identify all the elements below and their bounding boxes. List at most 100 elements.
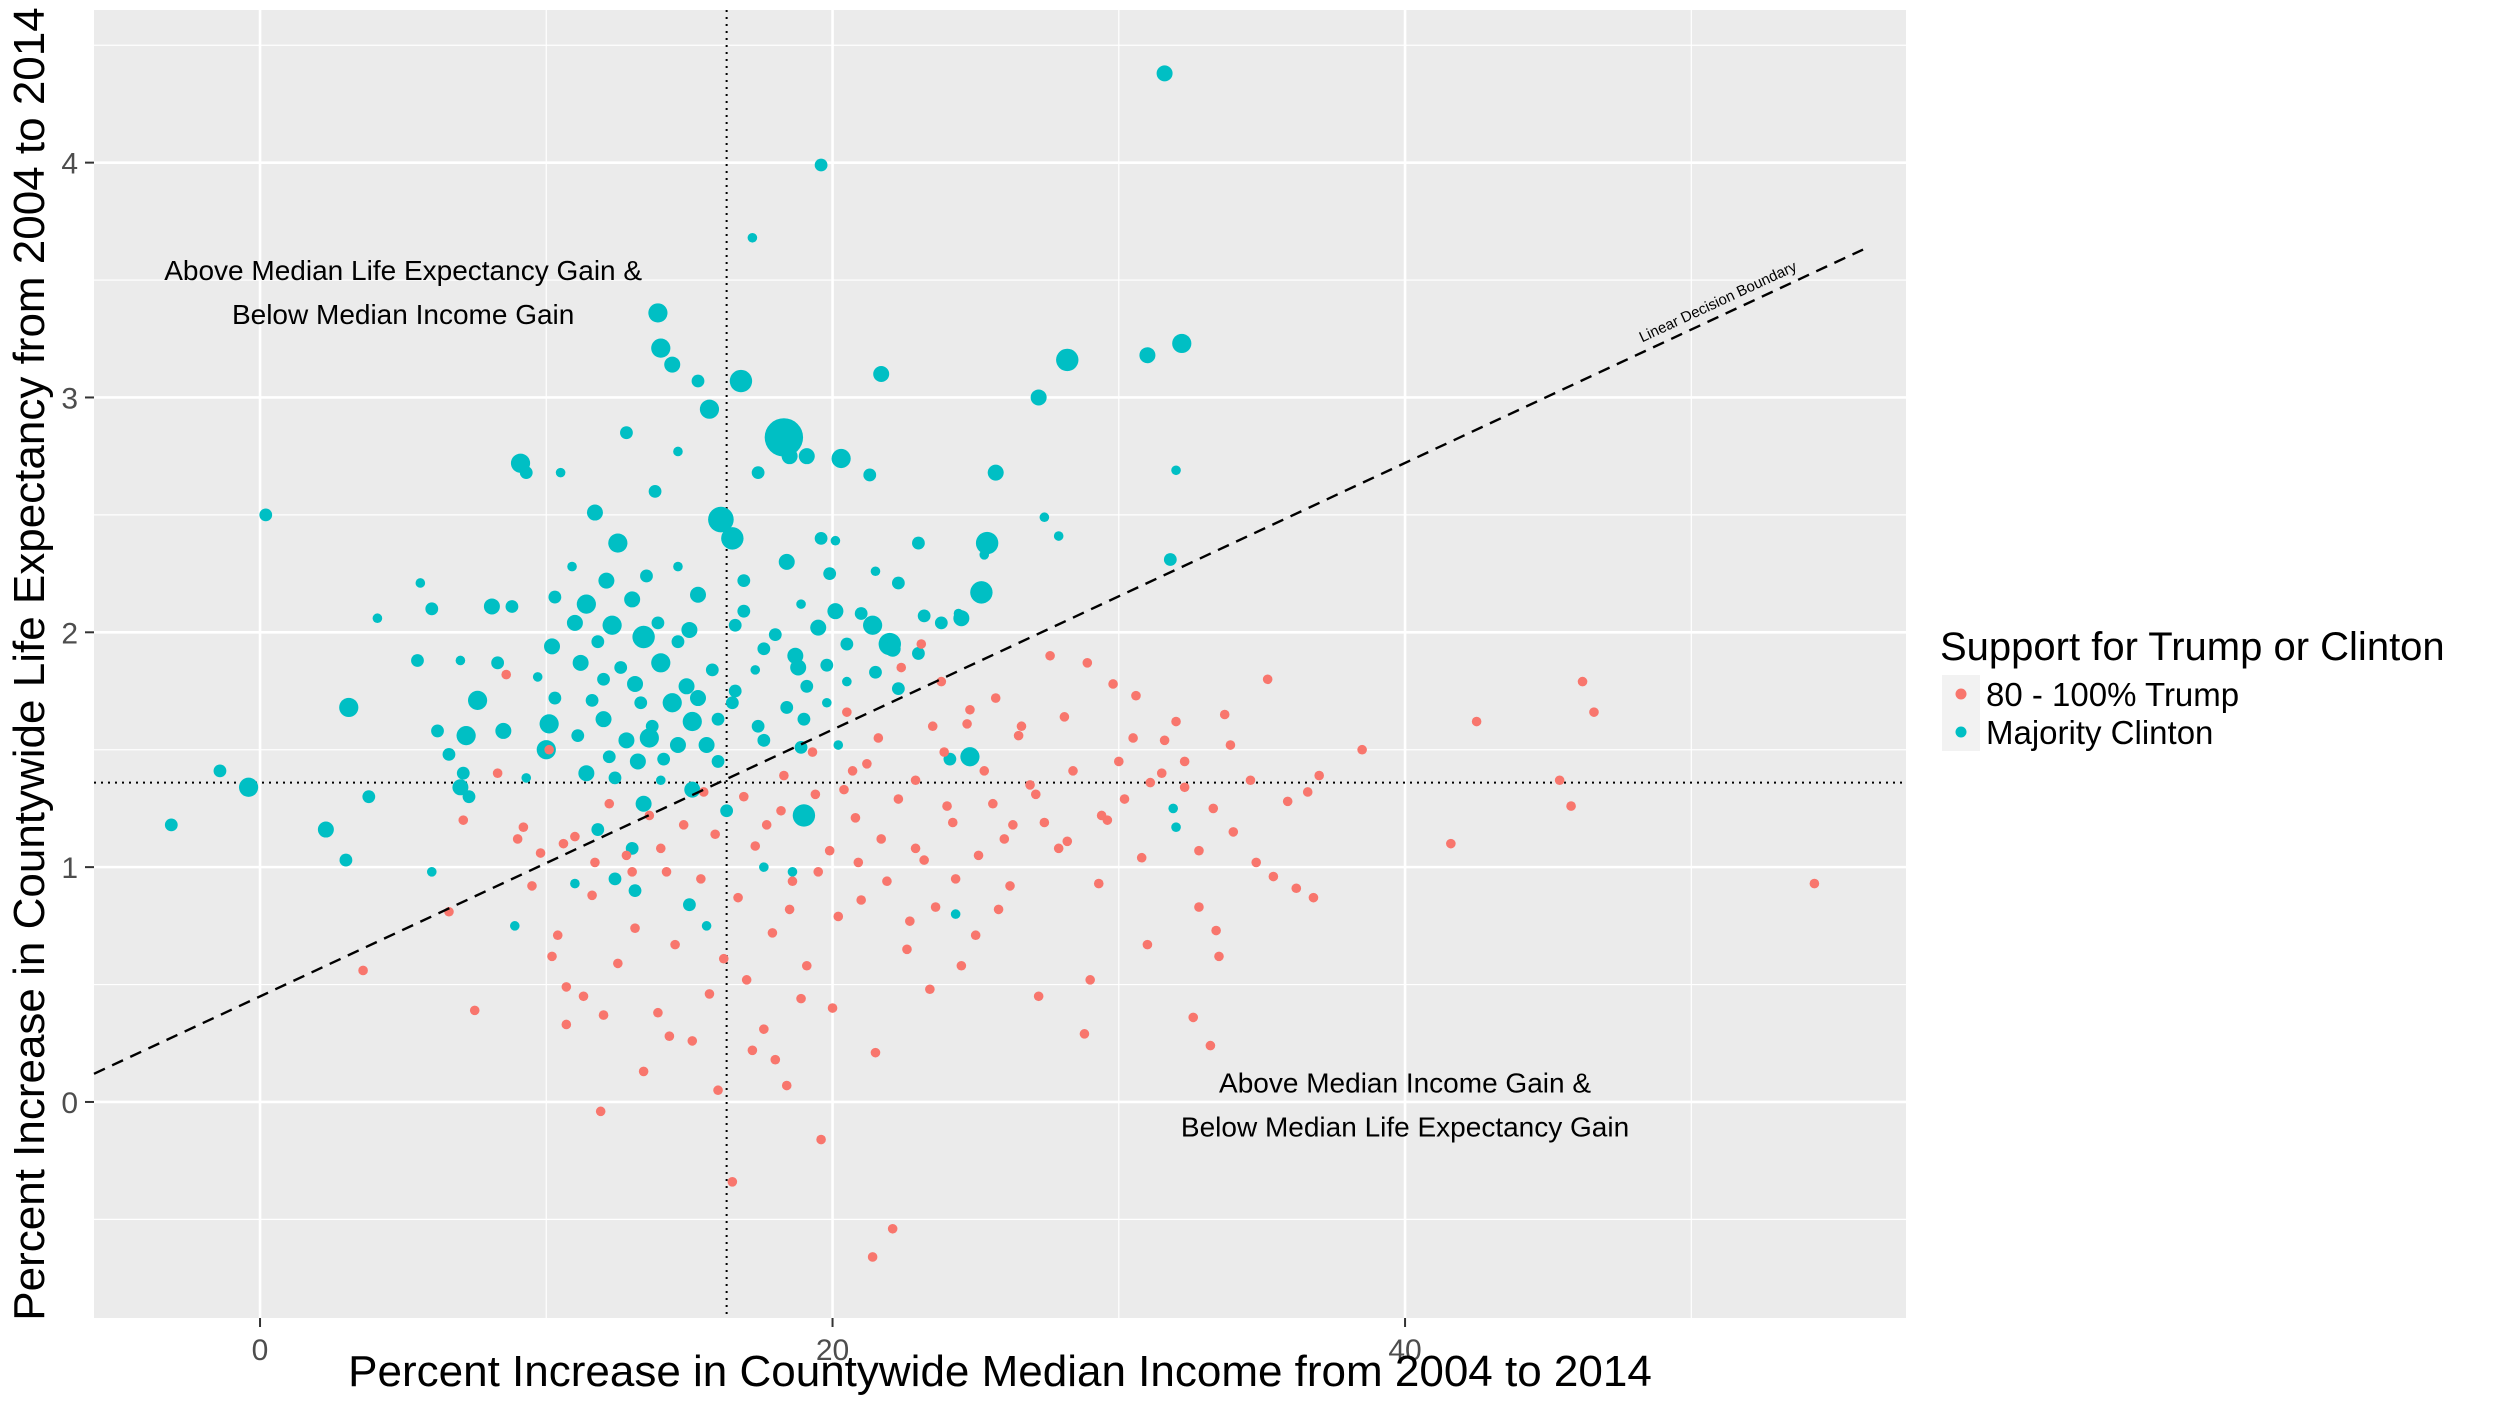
clinton-point <box>757 733 771 747</box>
clinton-point <box>708 506 734 533</box>
trump-point <box>910 843 921 854</box>
clinton-point <box>891 576 905 590</box>
clinton-point <box>634 696 648 710</box>
clinton-point <box>624 591 641 608</box>
trump-point <box>993 904 1004 915</box>
y-tick-label: 1 <box>61 852 78 885</box>
clinton-point <box>1139 347 1156 364</box>
plot-panel <box>94 10 1906 1318</box>
clinton-point <box>620 426 633 440</box>
clinton-point <box>1039 512 1050 523</box>
clinton-point <box>822 697 832 708</box>
trump-point <box>1566 801 1576 811</box>
clinton-point <box>934 616 948 630</box>
trump-point <box>1589 707 1599 717</box>
trump-point <box>512 834 523 844</box>
clinton-point <box>532 672 543 682</box>
clinton-point <box>960 747 980 767</box>
trump-point <box>627 867 637 877</box>
legend-swatch <box>1955 726 1967 738</box>
trump-point <box>1008 820 1018 830</box>
trump-point <box>527 881 537 891</box>
clinton-point <box>690 586 706 603</box>
trump-point <box>644 810 655 821</box>
clinton-point <box>681 621 698 638</box>
clinton-point <box>1156 65 1173 82</box>
trump-point <box>561 982 572 992</box>
clinton-point <box>566 614 583 631</box>
clinton-point <box>627 675 644 692</box>
clinton-point <box>495 722 512 739</box>
trump-point <box>850 813 861 823</box>
clinton-point <box>570 878 580 889</box>
clinton-point <box>673 446 683 457</box>
clinton-point <box>873 365 890 382</box>
trump-point <box>1033 991 1044 1002</box>
trump-point <box>1082 658 1093 668</box>
clinton-point <box>521 773 532 783</box>
clinton-point <box>747 232 758 243</box>
axis-ticks: 0 20 40 0 1 2 3 4 <box>61 148 1421 1367</box>
trump-point <box>501 669 512 680</box>
trump-point <box>816 1134 826 1145</box>
trump-point <box>1179 782 1190 793</box>
clinton-point <box>598 572 615 589</box>
clinton-point <box>833 740 844 750</box>
annotation-2-line-2: Below Median Life Expectancy Gain <box>1181 1112 1629 1143</box>
trump-point <box>358 965 368 976</box>
trump-point <box>927 721 938 732</box>
trump-point <box>678 820 689 830</box>
trump-point <box>1208 803 1219 814</box>
trump-point <box>552 930 563 941</box>
clinton-point <box>669 737 686 754</box>
trump-point <box>1119 794 1130 804</box>
trump-point <box>710 829 720 840</box>
clinton-point <box>720 804 734 818</box>
trump-point <box>492 768 503 778</box>
trump-point <box>1079 1029 1090 1039</box>
trump-point <box>713 1085 723 1096</box>
clinton-point <box>455 655 466 666</box>
trump-point <box>1053 843 1064 854</box>
trump-point <box>1005 881 1015 891</box>
trump-point <box>1357 744 1367 755</box>
clinton-point <box>711 712 725 726</box>
trump-point <box>910 775 921 786</box>
trump-point <box>750 841 761 851</box>
trump-point <box>587 890 597 901</box>
trump-point <box>905 916 915 926</box>
trump-point <box>1809 878 1820 889</box>
clinton-point <box>483 598 500 615</box>
clinton-point <box>691 374 705 388</box>
clinton-point <box>635 795 652 812</box>
trump-point <box>1059 712 1070 722</box>
clinton-point <box>831 448 851 469</box>
trump-point <box>876 834 887 844</box>
trump-point <box>887 1223 898 1234</box>
clinton-point <box>1172 333 1192 354</box>
clinton-point <box>737 574 751 588</box>
trump-point <box>670 939 680 950</box>
clinton-point <box>640 569 653 583</box>
clinton-point <box>678 678 695 695</box>
trump-point <box>1282 796 1293 807</box>
median-reference-lines <box>94 10 1906 1318</box>
trump-point <box>1577 676 1588 687</box>
clinton-point <box>682 711 702 732</box>
trump-point <box>1039 817 1050 828</box>
trump-point <box>1268 871 1279 882</box>
trump-point <box>862 759 872 769</box>
trump-point <box>990 693 1001 703</box>
trump-point <box>1262 674 1273 685</box>
clinton-point <box>840 637 854 651</box>
clinton-point <box>698 737 715 754</box>
clinton-point <box>362 790 376 804</box>
clinton-point <box>721 527 744 550</box>
clinton-point <box>505 600 519 613</box>
clinton-point <box>701 921 712 931</box>
trump-point <box>727 1176 738 1187</box>
clinton-point <box>544 638 561 655</box>
clinton-point <box>648 303 668 323</box>
clinton-point <box>814 158 828 172</box>
